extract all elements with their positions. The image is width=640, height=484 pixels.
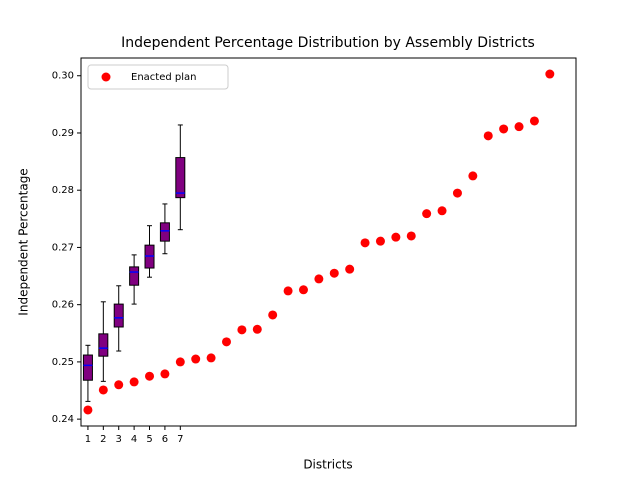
x-tick-label: 6 [162, 434, 168, 445]
point [329, 268, 339, 278]
legend-marker [101, 72, 111, 82]
point [175, 357, 185, 367]
y-tick-label: 0.25 [52, 357, 74, 368]
point [422, 209, 432, 219]
y-tick-label: 0.29 [52, 128, 74, 139]
y-tick-label: 0.27 [52, 242, 74, 253]
chart-title: Independent Percentage Distribution by A… [121, 35, 535, 51]
point [252, 324, 262, 334]
point [529, 116, 539, 126]
point [98, 385, 108, 395]
point [237, 325, 247, 335]
box [129, 266, 140, 286]
point [83, 405, 93, 415]
point [452, 188, 462, 198]
point [483, 131, 493, 141]
point [268, 310, 278, 320]
x-tick-label: 5 [146, 434, 152, 445]
box [98, 333, 109, 357]
y-tick-label: 0.24 [52, 414, 74, 425]
axes-frame [80, 57, 577, 427]
y-tick-label: 0.28 [52, 185, 74, 196]
point [145, 371, 155, 381]
point [298, 285, 308, 295]
box [159, 222, 170, 242]
point [206, 353, 216, 363]
point [345, 264, 355, 274]
x-tick-label: 3 [116, 434, 122, 445]
x-tick-label: 7 [177, 434, 183, 445]
point [499, 124, 509, 134]
x-axis-label: Districts [303, 458, 352, 472]
point [514, 122, 524, 132]
box [82, 354, 93, 381]
point [221, 337, 231, 347]
x-tick-label: 4 [131, 434, 137, 445]
point [437, 206, 447, 216]
point [468, 171, 478, 181]
y-tick-label: 0.26 [52, 300, 74, 311]
box [113, 303, 124, 328]
y-tick-label: 0.30 [52, 71, 74, 82]
point [360, 238, 370, 248]
x-tick-label: 1 [85, 434, 91, 445]
box [175, 157, 186, 199]
point [375, 236, 385, 246]
point [114, 380, 124, 390]
point [283, 286, 293, 296]
x-tick-label: 2 [100, 434, 106, 445]
point [545, 69, 555, 79]
point [129, 377, 139, 387]
y-axis-label: Independent Percentage [17, 168, 31, 315]
point [314, 274, 324, 284]
point [191, 354, 201, 364]
point [406, 231, 416, 241]
legend-box [87, 64, 229, 90]
point [391, 232, 401, 242]
point [160, 369, 170, 379]
legend-label: Enacted plan [131, 72, 196, 83]
